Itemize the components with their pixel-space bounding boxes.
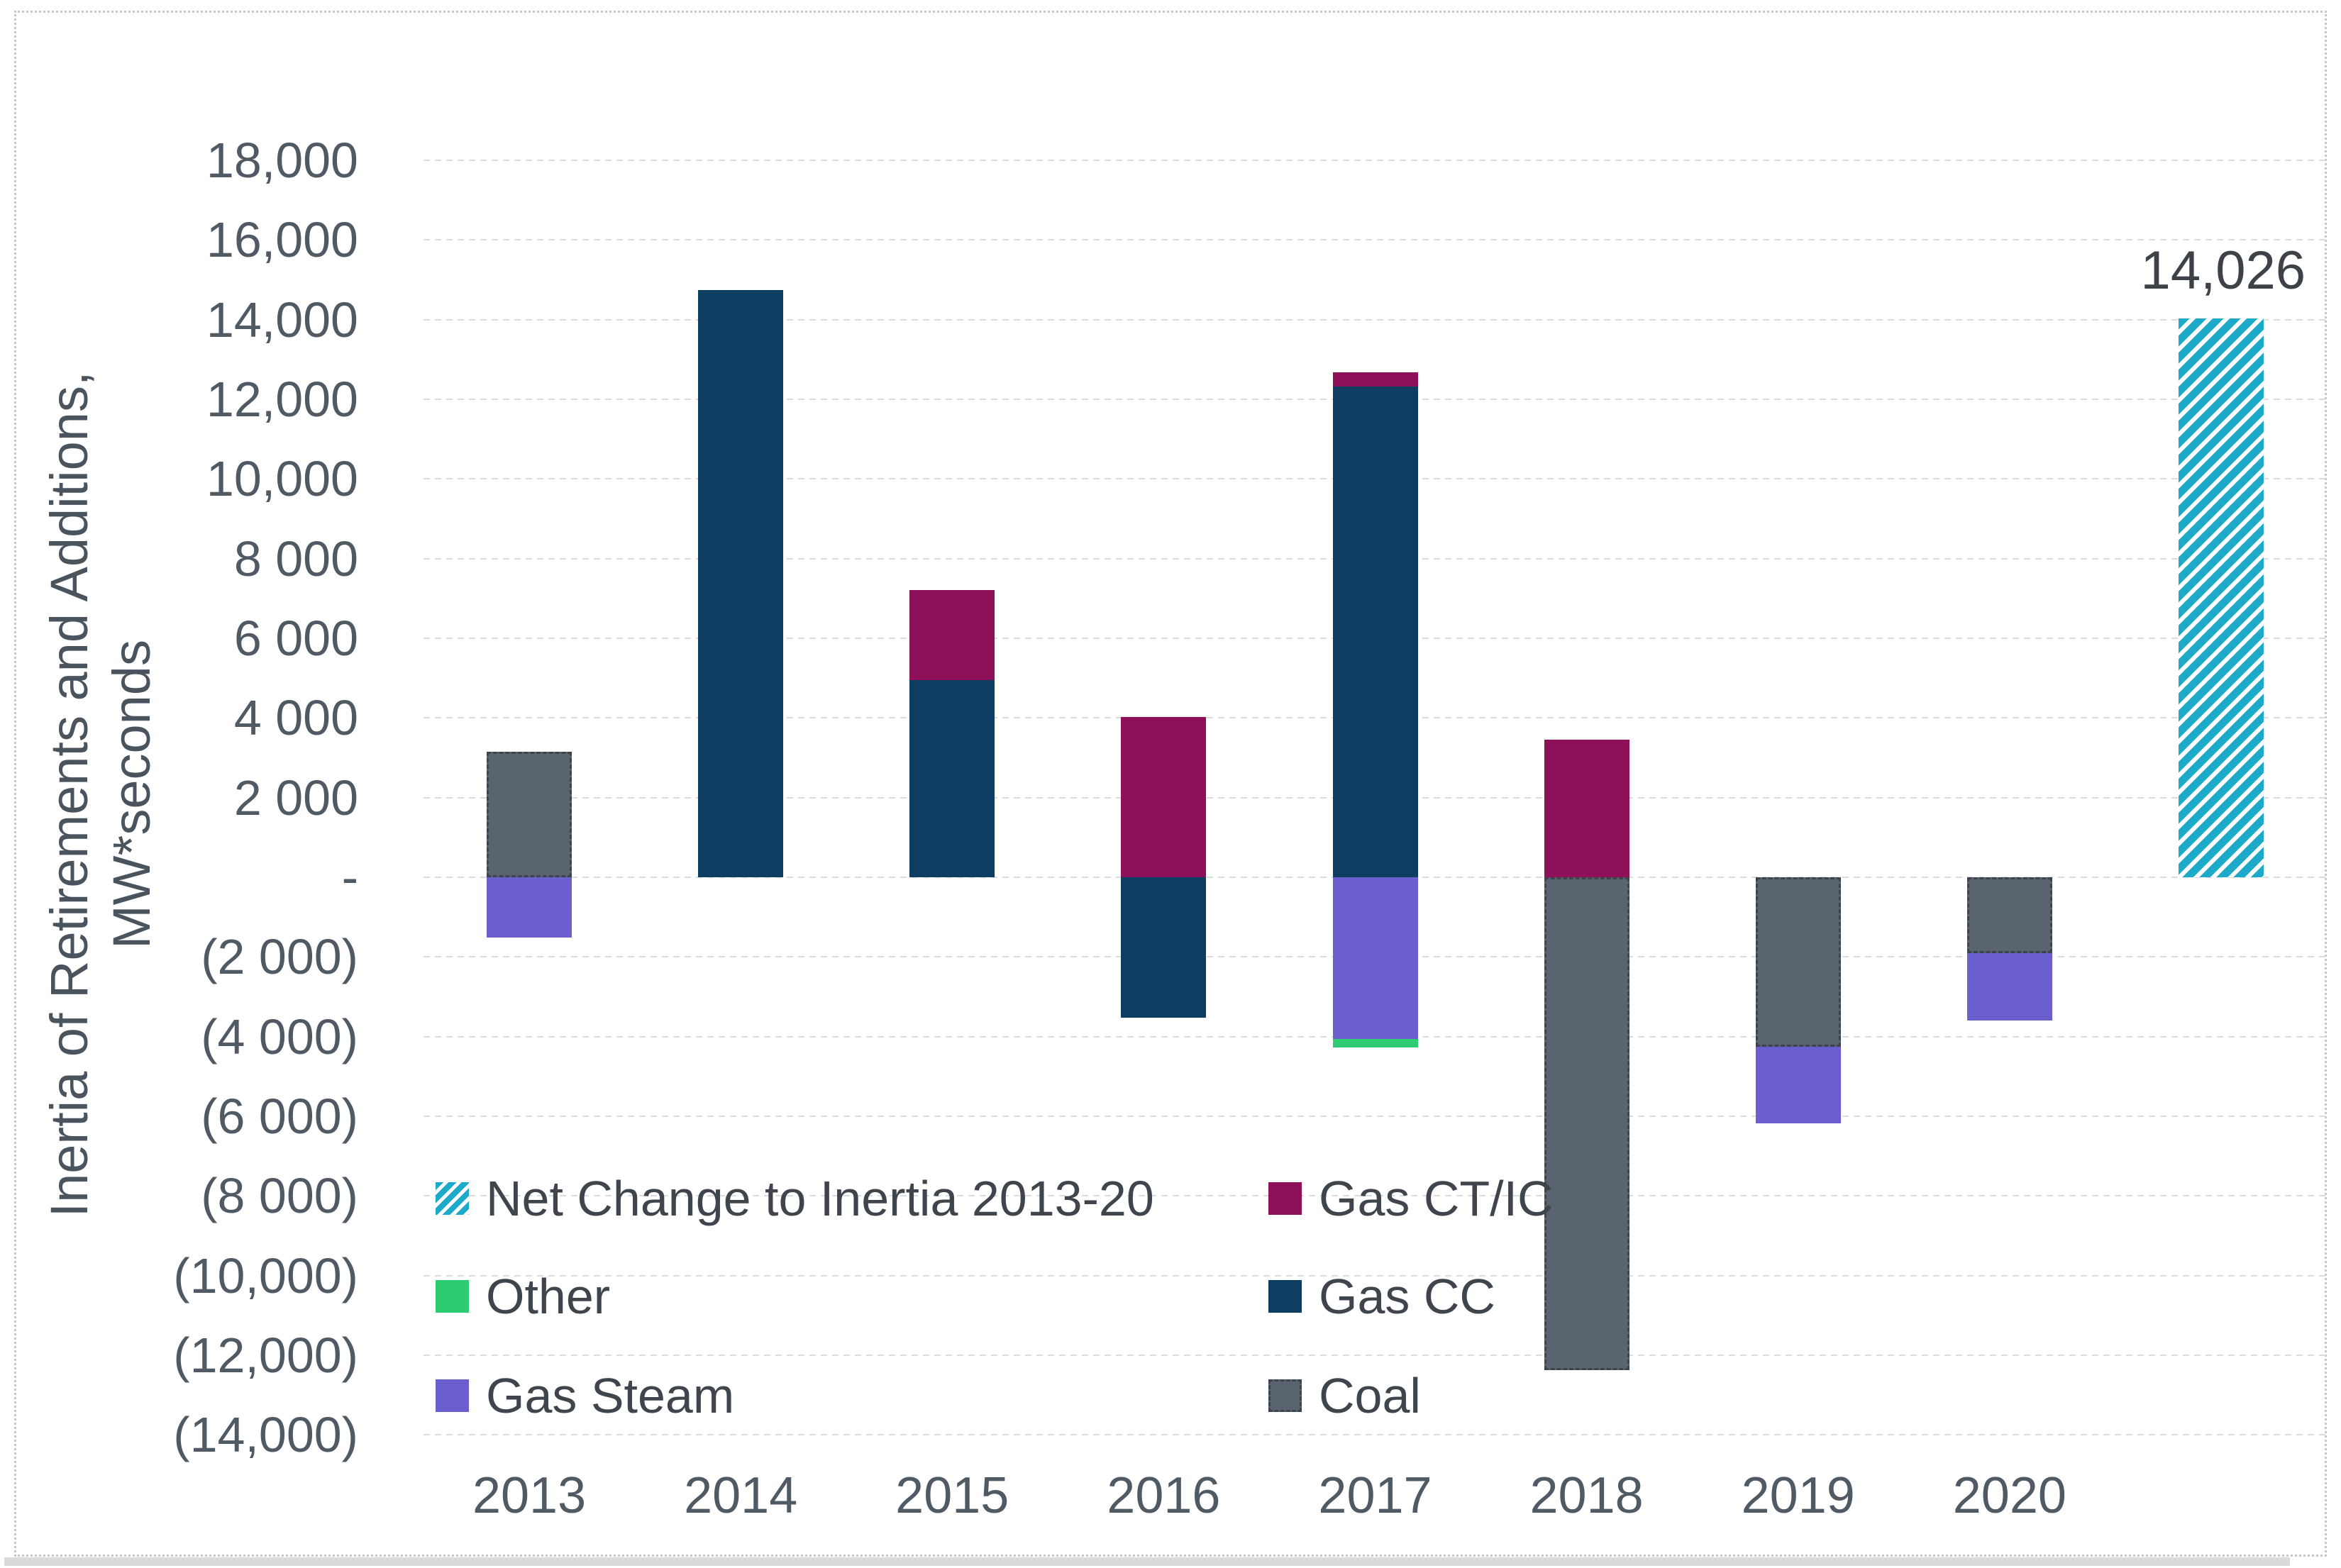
bar-2016-gas-ct-ic: [1121, 716, 1207, 877]
x-tick-label-2013: 2013: [472, 1467, 587, 1524]
legend-label-other: Other: [486, 1269, 611, 1324]
y-tick-label-2000: 2 000: [233, 769, 358, 825]
x-tick-label-2014: 2014: [684, 1467, 798, 1524]
bar-2015-gas-cc: [909, 679, 995, 877]
bar-2020-gas-steam: [1966, 952, 2052, 1021]
y-tick-label-12000: 12,000: [206, 371, 358, 427]
bar-2014-gas-cc: [698, 289, 784, 877]
net-change-data-label: 14,026: [2140, 240, 2306, 301]
legend-item-gas-ct-ic: Gas CT/IC: [1268, 1171, 1554, 1226]
y-tick-label-4000: 4 000: [233, 690, 358, 746]
y-axis-title-line1: Inertia of Retirements and Additions,: [40, 371, 99, 1218]
legend-swatch-other: [436, 1280, 469, 1313]
y-tick-label-16000: 16,000: [206, 212, 358, 268]
bar-2017-gas-cc: [1332, 386, 1418, 877]
y-tick-label-18000: 18,000: [206, 132, 358, 188]
y-tick-label-10000: 10,000: [206, 451, 358, 507]
legend-label-net-change: Net Change to Inertia 2013-20: [486, 1171, 1154, 1226]
bar-2017-other: [1332, 1039, 1418, 1048]
bar-2018-gas-ct-ic: [1544, 740, 1629, 877]
gridline-14000: [424, 318, 2327, 321]
bar-2019-gas-steam: [1755, 1046, 1841, 1124]
bar-2020-coal: [1966, 877, 2052, 953]
legend-label-gas-ct-ic: Gas CT/IC: [1319, 1171, 1554, 1226]
bar-2017-gas-ct-ic: [1332, 372, 1418, 387]
bar-net-change-net-change-to-inertia-2013-20: [2178, 318, 2264, 877]
y-tick-label--6000: (6 000): [201, 1089, 358, 1145]
bar-2019-coal: [1755, 877, 1841, 1047]
y-tick-label--10000: (10,000): [173, 1247, 358, 1303]
legend-label-coal: Coal: [1319, 1368, 1421, 1423]
legend-swatch-gas-steam: [436, 1379, 469, 1412]
y-tick-label-14000: 14,000: [206, 291, 358, 347]
legend-swatch-gas-cc: [1268, 1280, 1302, 1313]
gridline--14000: [424, 1434, 2327, 1436]
x-tick-label-2016: 2016: [1107, 1467, 1221, 1524]
y-tick-label-8000: 8 000: [233, 530, 358, 586]
y-tick-label-6000: 6 000: [233, 610, 358, 666]
gridline--12000: [424, 1355, 2327, 1357]
bar-2017-gas-steam: [1332, 877, 1418, 1040]
bar-2013-coal: [487, 752, 572, 877]
bar-2018-coal: [1544, 877, 1629, 1371]
gridline-18000: [424, 159, 2327, 161]
x-tick-label-2020: 2020: [1952, 1467, 2066, 1524]
x-tick-label-2019: 2019: [1741, 1467, 1855, 1524]
bar-2016-gas-cc: [1121, 877, 1207, 1018]
y-tick-label--2000: (2 000): [201, 929, 358, 985]
y-tick-label--4000: (4 000): [201, 1008, 358, 1064]
legend-swatch-coal: [1268, 1379, 1302, 1412]
legend-swatch-net-change: [436, 1182, 469, 1215]
y-tick-label-0: -: [341, 850, 358, 905]
legend-label-gas-steam: Gas Steam: [486, 1368, 735, 1423]
bar-2013-gas-steam: [487, 877, 572, 938]
legend-swatch-gas-ct-ic: [1268, 1182, 1302, 1215]
gridline--8000: [424, 1195, 2327, 1197]
gridline--10000: [424, 1274, 2327, 1277]
legend-label-gas-cc: Gas CC: [1319, 1269, 1495, 1324]
gridline--6000: [424, 1116, 2327, 1118]
y-tick-label--12000: (12,000): [173, 1328, 358, 1384]
x-tick-label-2015: 2015: [895, 1467, 1009, 1524]
bar-2015-gas-ct-ic: [909, 589, 995, 680]
horizontal-scrollbar[interactable]: [4, 1557, 2290, 1566]
y-tick-label--14000: (14,000): [173, 1407, 358, 1463]
x-tick-label-2017: 2017: [1318, 1467, 1432, 1524]
gridline-16000: [424, 239, 2327, 241]
legend-item-coal: Coal: [1268, 1368, 1421, 1423]
y-tick-label--8000: (8 000): [201, 1168, 358, 1224]
legend-item-gas-steam: Gas Steam: [436, 1368, 734, 1423]
legend-item-other: Other: [436, 1269, 610, 1324]
legend-item-gas-cc: Gas CC: [1268, 1269, 1495, 1324]
x-tick-label-2018: 2018: [1529, 1467, 1644, 1524]
legend-item-net-change: Net Change to Inertia 2013-20: [436, 1171, 1154, 1226]
